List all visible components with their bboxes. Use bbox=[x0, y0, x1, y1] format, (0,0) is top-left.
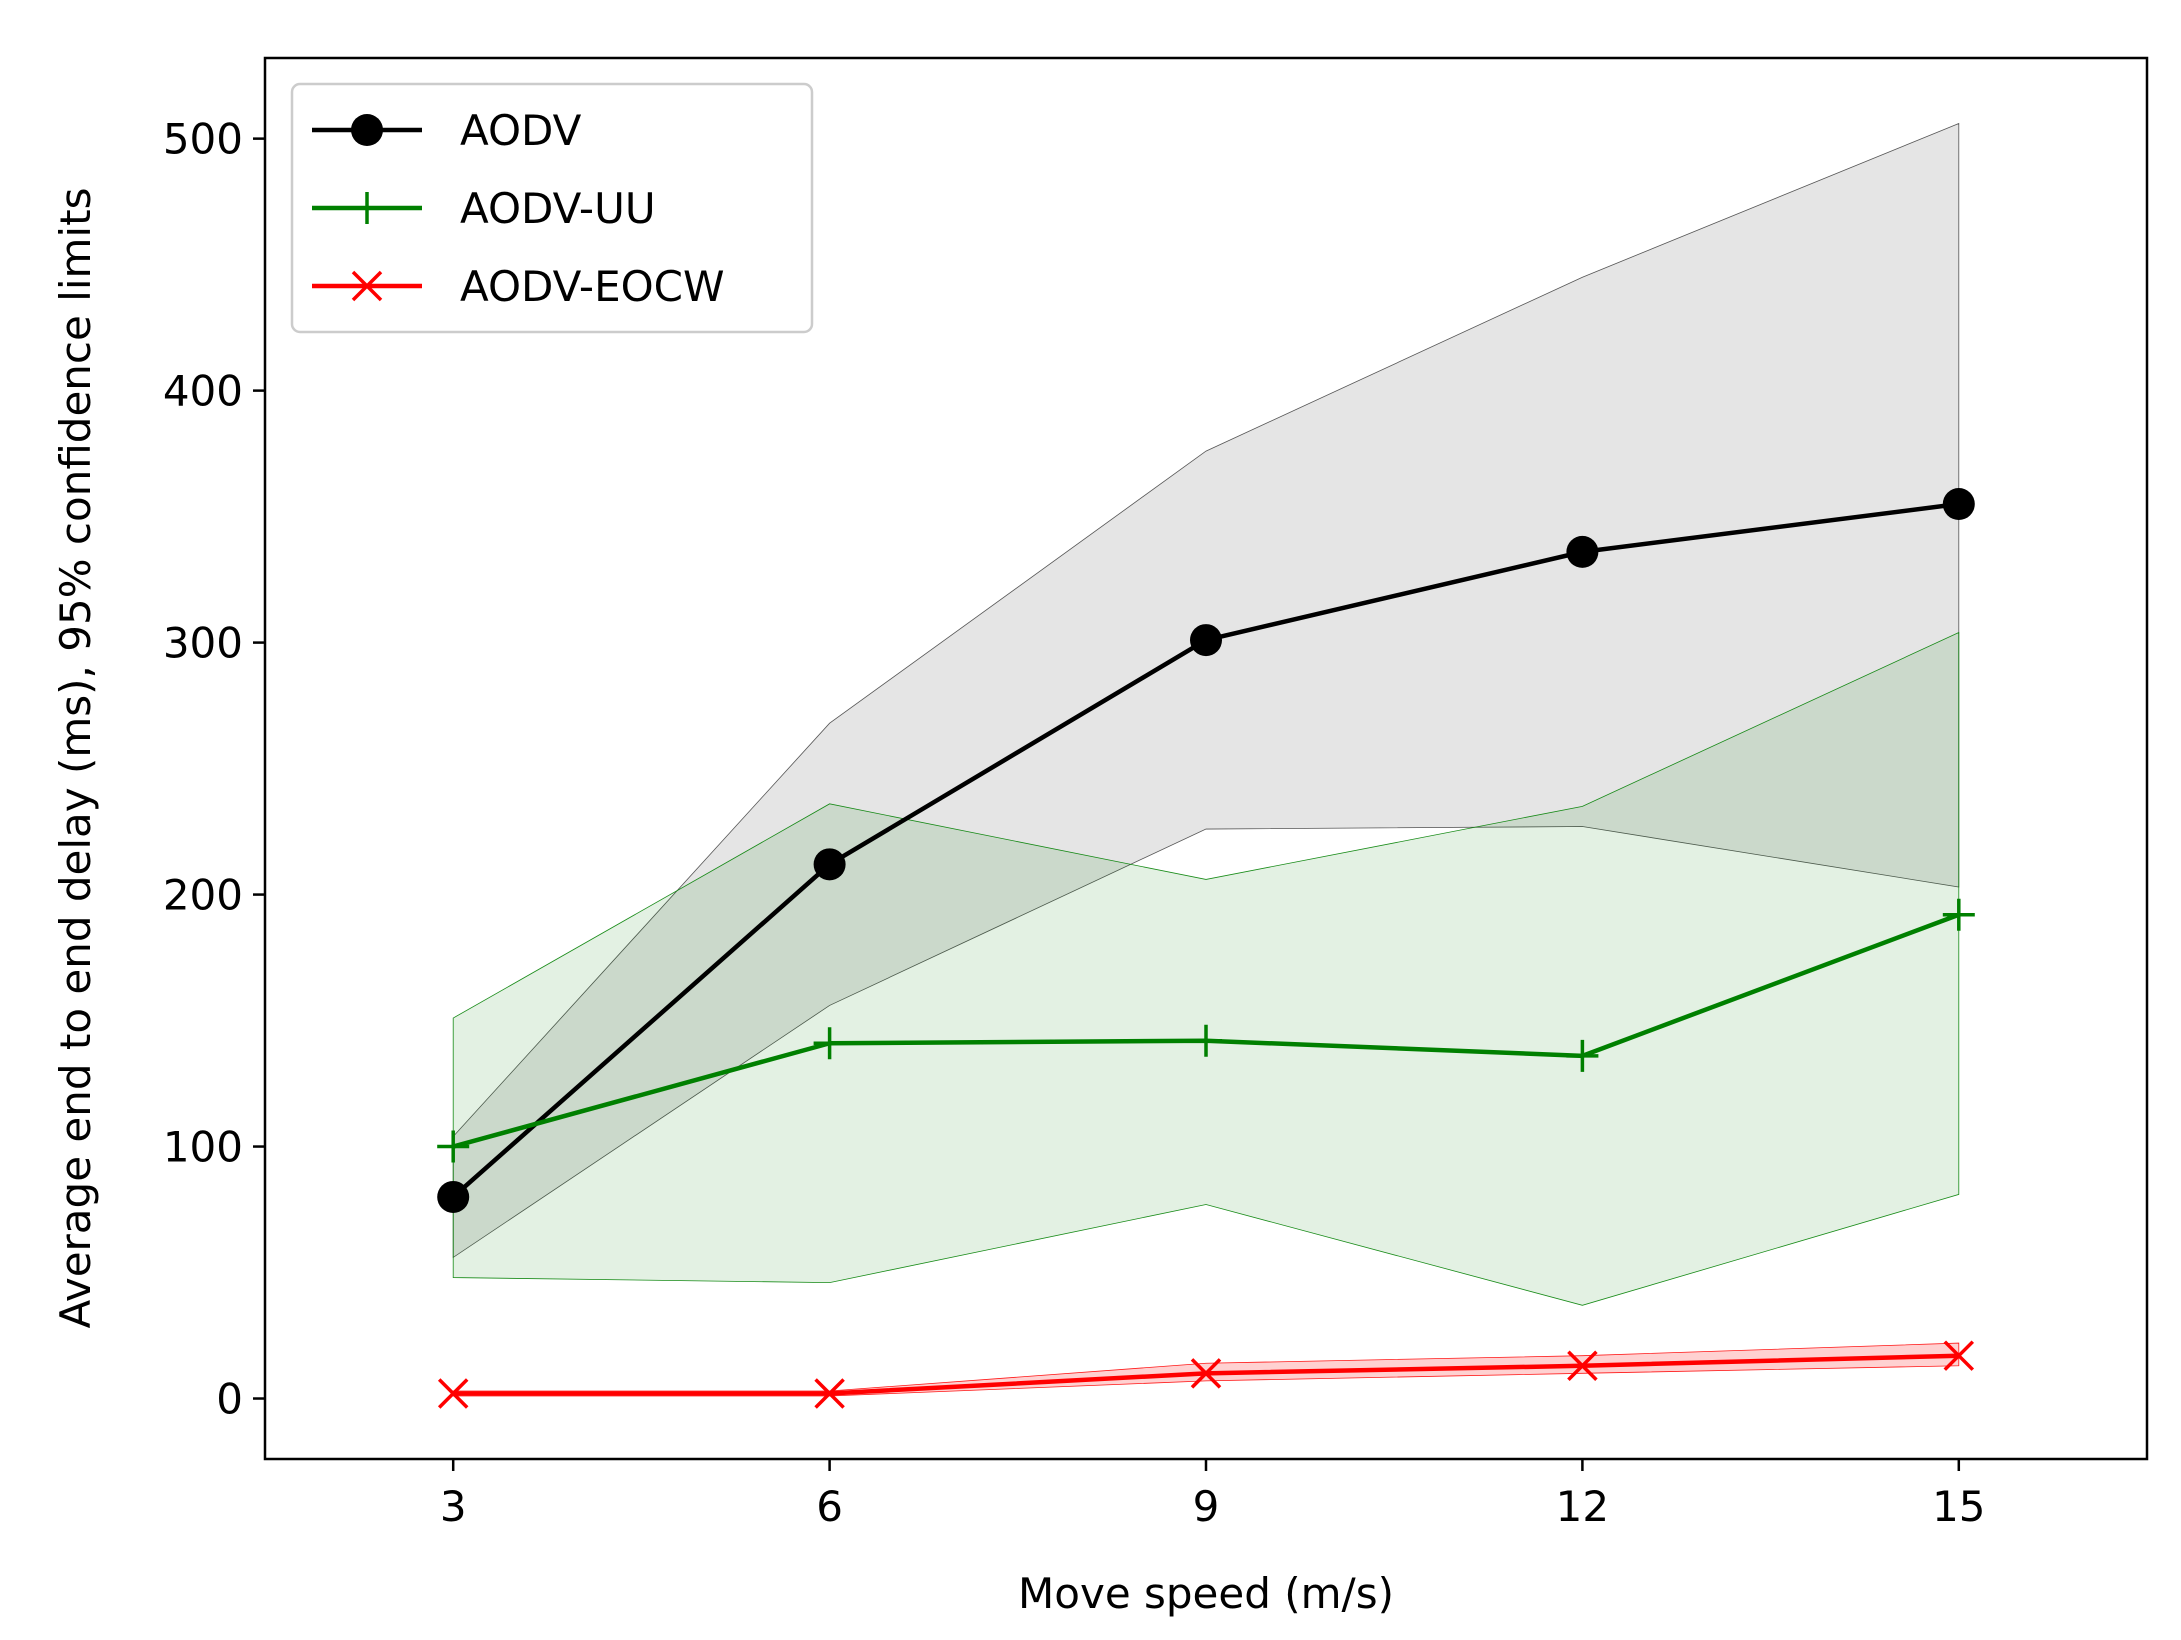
x-axis-label: Move speed (m/s) bbox=[1018, 1569, 1394, 1618]
legend-aodv-eocw-marker bbox=[351, 270, 383, 302]
aodv-eocw-point bbox=[814, 1378, 845, 1409]
aodv-point bbox=[1190, 624, 1222, 657]
aodv-eocw-point bbox=[1567, 1350, 1598, 1382]
x-tick-label: 6 bbox=[816, 1482, 843, 1531]
aodv-point bbox=[813, 848, 846, 881]
y-axis-ticks: 0 100 200 300 400 500 bbox=[163, 115, 265, 1424]
y-tick-label: 200 bbox=[163, 871, 243, 920]
aodv-uu-point bbox=[437, 1130, 470, 1163]
aodv-eocw-point bbox=[1943, 1340, 1975, 1371]
y-tick-label: 0 bbox=[216, 1375, 243, 1424]
legend-aodv-label: AODV bbox=[460, 106, 582, 155]
aodv-uu-point bbox=[1190, 1024, 1222, 1057]
legend-aodv-uu-marker bbox=[351, 192, 383, 224]
y-tick-label: 100 bbox=[163, 1123, 243, 1172]
aodv-point bbox=[1566, 535, 1599, 568]
series-markers bbox=[437, 488, 1975, 1409]
confidence-bands bbox=[452, 122, 1960, 1397]
aodv-uu-point bbox=[1942, 898, 1975, 931]
aodv-eocw-point bbox=[1190, 1358, 1222, 1389]
y-tick-label: 300 bbox=[163, 619, 243, 668]
y-tick-label: 500 bbox=[163, 115, 243, 164]
x-axis-ticks: 3 6 9 12 15 bbox=[440, 1459, 1986, 1531]
aodv-uu-point bbox=[1566, 1039, 1599, 1072]
aodv-point bbox=[437, 1180, 470, 1213]
legend-aodv-marker bbox=[351, 114, 383, 146]
aodv-point bbox=[1942, 488, 1975, 521]
aodv-eocw-confidence-band bbox=[452, 1342, 1960, 1397]
x-tick-label: 12 bbox=[1556, 1482, 1609, 1531]
legend-aodv-uu-label: AODV-UU bbox=[460, 184, 656, 233]
x-tick-label: 3 bbox=[440, 1482, 467, 1531]
x-tick-label: 9 bbox=[1193, 1482, 1220, 1531]
aodv-eocw-point bbox=[437, 1378, 469, 1409]
legend-box bbox=[290, 82, 814, 334]
aodv-uu-point bbox=[813, 1027, 846, 1060]
x-tick-label: 15 bbox=[1932, 1482, 1985, 1531]
aodv-uu-confidence-band bbox=[452, 631, 1960, 1306]
legend-aodv-eocw-label: AODV-EOCW bbox=[460, 262, 725, 311]
legend: AODV AODV-UU AODV-EOCW bbox=[290, 82, 814, 334]
y-axis-label: Average end to end delay (ms), 95% confi… bbox=[51, 188, 100, 1329]
y-tick-label: 400 bbox=[163, 367, 243, 416]
